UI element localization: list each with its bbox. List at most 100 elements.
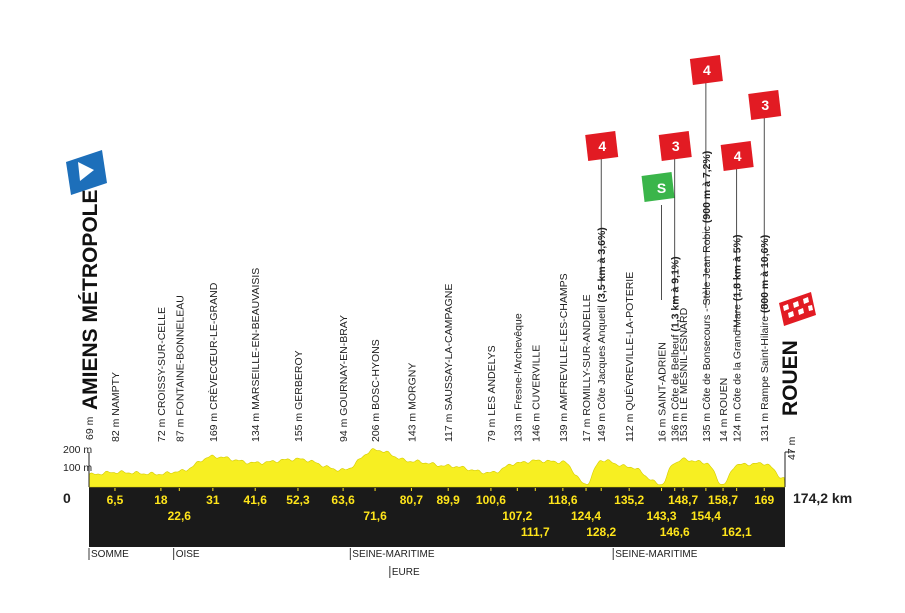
waypoint-label: 133 m Fresne-l'Archevêque <box>512 313 524 442</box>
km-marker: 107,2 <box>502 509 532 523</box>
waypoint-label: 143 m MORGNY <box>406 363 418 442</box>
waypoint-alt: 72 m <box>156 416 168 442</box>
km-marker: 128,2 <box>586 525 616 539</box>
climb-category-label: 4 <box>734 148 742 164</box>
km-marker: 80,7 <box>400 493 424 507</box>
start-flag-icon <box>66 150 107 195</box>
waypoint-alt: 155 m <box>293 410 305 442</box>
waypoint-label: 17 m ROMILLY-SUR-ANDELLE <box>581 294 593 442</box>
waypoint-name: ROMILLY-SUR-ANDELLE <box>581 294 593 415</box>
elevation-area <box>88 448 786 488</box>
waypoint-alt: 82 m <box>110 416 122 442</box>
scale-zero-label: 0 <box>63 490 71 506</box>
waypoint-alt: 17 m <box>581 416 593 442</box>
waypoint-alt: 136 m <box>670 410 682 442</box>
waypoint-name: Côte de Bonsecours - Stèle Jean Robic <box>701 223 713 410</box>
waypoint-name: Côte de la Grand'Mare <box>732 301 744 410</box>
waypoint-label: 79 m LES ANDELYS <box>486 345 498 442</box>
climb-category-badge <box>585 131 619 161</box>
waypoint-label: 146 m CUVERVILLE <box>530 345 542 442</box>
start-city: AMIENS MÉTROPOLE <box>79 189 102 410</box>
waypoint-alt: 124 m <box>732 410 744 442</box>
waypoint-label: 117 m SAUSSAY-LA-CAMPAGNE <box>443 284 455 442</box>
waypoint-label: 153 m LE MESNIL-ESNARD <box>678 307 690 442</box>
waypoint-name: QUÉVREVILLE-LA-POTERIE <box>623 272 636 411</box>
waypoint-name: Rampe Saint-Hilaire <box>759 313 771 410</box>
waypoint-name: GOURNAY-EN-BRAY <box>338 315 350 416</box>
sprint-label: S <box>657 180 666 196</box>
waypoint-alt: 133 m <box>512 410 524 442</box>
start-altitude: 69 m <box>84 416 96 440</box>
km-marker: 31 <box>206 493 220 507</box>
climb-detail: (1,8 km à 5%) <box>732 235 744 302</box>
km-marker: 22,6 <box>168 509 192 523</box>
waypoint-label: 124 m Côte de la Grand'Mare (1,8 km à 5%… <box>732 235 744 442</box>
sprint-badge <box>641 172 675 202</box>
km-marker: 146,6 <box>660 525 690 539</box>
km-marker: 63,6 <box>331 493 355 507</box>
km-marker: 143,3 <box>647 509 677 523</box>
climb-category-label: 3 <box>761 97 769 113</box>
km-marker: 124,4 <box>571 509 601 523</box>
waypoint-alt: 206 m <box>370 410 382 442</box>
waypoint-name: MORGNY <box>406 363 418 410</box>
waypoint-label: 94 m GOURNAY-EN-BRAY <box>338 315 350 442</box>
waypoint-name: BOSC-HYONS <box>370 339 382 410</box>
km-marker: 89,9 <box>437 493 461 507</box>
waypoint-alt: 135 m <box>701 410 713 442</box>
waypoint-alt: 153 m <box>678 410 690 442</box>
waypoint-alt: 79 m <box>486 416 498 442</box>
climb-category-label: 4 <box>703 62 711 78</box>
waypoint-alt: 131 m <box>759 410 771 442</box>
waypoint-label: 149 m Côte Jacques Anquetil (3,5 km à 3,… <box>596 227 608 442</box>
waypoint-alt: 117 m <box>443 411 455 442</box>
waypoint-name: AMFREVILLE-LES-CHAMPS <box>558 273 570 410</box>
waypoint-label: 134 m MARSEILLE-EN-BEAUVAISIS <box>250 268 262 442</box>
km-marker: 148,7 <box>668 493 698 507</box>
km-marker: 41,6 <box>244 493 268 507</box>
climb-category-badge <box>658 131 692 161</box>
km-marker: 6,5 <box>107 493 124 507</box>
total-distance-label: 174,2 km <box>793 490 852 506</box>
scale-200m-label: 200 m <box>63 444 92 456</box>
waypoint-label: 135 m Côte de Bonsecours - Stèle Jean Ro… <box>701 151 713 442</box>
waypoint-alt: 169 m <box>208 410 220 442</box>
km-marker: 162,1 <box>722 525 752 539</box>
waypoint-name: NAMPTY <box>110 372 122 416</box>
waypoint-alt: 149 m <box>596 410 608 442</box>
waypoint-label: 72 m CROISSY-SUR-CELLE <box>156 307 168 442</box>
waypoint-alt: 112 m <box>624 411 636 442</box>
km-marker: 118,6 <box>548 493 578 507</box>
waypoint-name: ROUEN <box>718 378 730 416</box>
department-label: EURE <box>392 567 420 578</box>
waypoint-alt: 139 m <box>558 410 570 442</box>
climb-detail: (3,5 km à 3,6%) <box>596 227 608 302</box>
waypoint-name: CROISSY-SUR-CELLE <box>156 307 168 416</box>
scale-100m-label: 100 m <box>63 462 92 474</box>
km-marker: 100,6 <box>476 493 506 507</box>
waypoint-name: SAUSSAY-LA-CAMPAGNE <box>443 284 455 411</box>
waypoint-label: 131 m Rampe Saint-Hilaire (800 m à 10,6%… <box>759 235 771 442</box>
waypoint-name: LES ANDELYS <box>486 345 498 415</box>
climb-category-label: 4 <box>598 138 606 154</box>
km-marker: 111,7 <box>521 525 550 539</box>
waypoint-label: 155 m GERBEROY <box>293 350 305 442</box>
climb-detail: (900 m à 7,2%) <box>701 151 713 223</box>
finish-flag-icon <box>779 292 816 326</box>
waypoint-label: 112 m QUÉVREVILLE-LA-POTERIE <box>623 272 636 442</box>
department-label: OISE <box>176 549 200 560</box>
km-marker: 158,7 <box>708 493 738 507</box>
waypoint-name: MARSEILLE-EN-BEAUVAISIS <box>250 268 262 410</box>
waypoint-name: CRÈVECŒUR-LE-GRAND <box>207 282 220 410</box>
climb-category-badge <box>689 55 723 85</box>
finish-altitude: 47 m <box>786 436 798 460</box>
waypoint-label: 139 m AMFREVILLE-LES-CHAMPS <box>558 273 570 442</box>
climb-category-badge <box>748 90 782 120</box>
waypoint-name: SAINT-ADRIEN <box>657 342 669 416</box>
waypoint-name: CUVERVILLE <box>530 345 542 410</box>
waypoint-label: 169 m CRÈVECŒUR-LE-GRAND <box>207 282 220 442</box>
km-marker: 135,2 <box>614 493 644 507</box>
finish-city: ROUEN <box>779 340 802 416</box>
km-marker: 169 <box>754 493 774 507</box>
